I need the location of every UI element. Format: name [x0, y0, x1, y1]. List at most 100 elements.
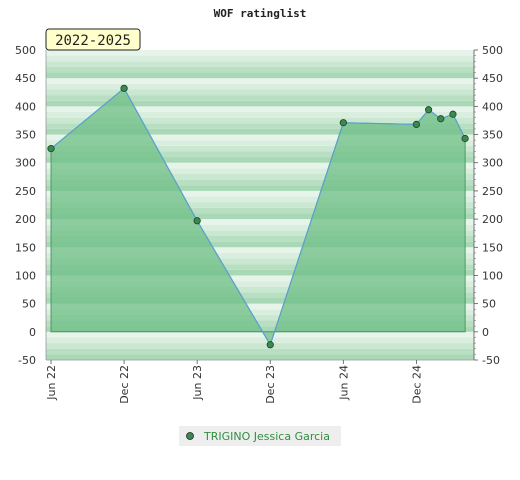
background-band	[46, 354, 474, 360]
background-band	[46, 252, 474, 259]
legend-marker	[186, 432, 194, 440]
background-band	[46, 281, 474, 287]
x-tick-label: Dec 24	[410, 365, 423, 404]
background-band	[46, 269, 474, 276]
background-band	[46, 331, 474, 338]
background-band	[46, 236, 474, 242]
y-tick-label-right: 350	[482, 129, 503, 142]
y-tick-label-left: 500	[15, 44, 36, 57]
background-band	[46, 314, 474, 321]
data-point	[437, 115, 445, 123]
background-band	[46, 275, 474, 282]
legend-box	[179, 426, 341, 446]
legend[interactable]: TRIGINO Jessica Garcia	[179, 426, 341, 446]
background-band	[46, 264, 474, 270]
y-tick-label-right: 250	[482, 185, 503, 198]
plot-background	[46, 50, 474, 360]
y-tick-label-right: 200	[482, 213, 503, 226]
background-band	[46, 134, 474, 141]
axes: -50 -50 0 0 50 50 100 100 150 150 200 200 250 250 300 3…	[15, 44, 503, 404]
background-band	[46, 100, 474, 107]
background-band	[46, 320, 474, 327]
background-band	[46, 117, 474, 124]
data-point	[193, 217, 201, 225]
y-tick-label-left: 100	[15, 269, 36, 282]
background-band	[46, 61, 474, 67]
data-point	[47, 145, 55, 153]
background-band	[46, 292, 474, 298]
background-band	[46, 50, 474, 56]
background-band	[46, 72, 474, 79]
background-band	[46, 123, 474, 129]
data-point	[339, 119, 347, 127]
background-band	[46, 219, 474, 225]
legend-label: TRIGINO Jessica Garcia	[203, 430, 330, 443]
x-tick-label: Dec 22	[118, 365, 131, 404]
background-band	[46, 151, 474, 158]
y-tick-label-left: 300	[15, 157, 36, 170]
background-band	[46, 247, 474, 253]
background-band	[46, 66, 474, 73]
background-band	[46, 337, 474, 344]
y-tick-label-left: 150	[15, 241, 36, 254]
background-band	[46, 224, 474, 231]
chart-title: WOF ratinglist	[214, 7, 307, 20]
background-band	[46, 343, 474, 349]
background-band	[46, 286, 474, 293]
background-band	[46, 78, 474, 84]
points-layer	[47, 84, 469, 349]
background-band	[46, 157, 474, 163]
data-point	[266, 341, 274, 349]
y-tick-label-right: 50	[482, 298, 496, 311]
y-tick-label-right: 0	[482, 326, 489, 339]
data-point	[412, 120, 421, 129]
background-band	[46, 106, 474, 112]
background-band	[46, 348, 474, 355]
y-tick-label-right: 400	[482, 100, 503, 113]
background-band	[46, 213, 474, 220]
x-tick-label: Jun 24	[337, 365, 350, 401]
period-badge-label: 2022-2025	[55, 33, 131, 49]
y-tick-label-left: 250	[15, 185, 36, 198]
background-band	[46, 196, 474, 203]
background-band	[46, 174, 474, 180]
background-band	[46, 309, 474, 315]
data-point	[120, 84, 128, 92]
background-band	[46, 230, 474, 236]
background-band	[46, 202, 474, 208]
data-point	[461, 134, 469, 143]
background-band	[46, 128, 474, 135]
y-tick-label-left: 0	[29, 326, 36, 339]
y-tick-label-left: 400	[15, 100, 36, 113]
background-band	[46, 298, 474, 304]
y-tick-label-left: 200	[15, 213, 36, 226]
y-tick-label-left: 450	[15, 72, 36, 85]
x-tick-label: Jun 23	[191, 365, 204, 401]
background-band	[46, 168, 474, 174]
y-tick-label-left: 350	[15, 129, 36, 142]
x-tick-label: Dec 23	[264, 365, 277, 404]
background-band	[46, 112, 474, 118]
background-band	[46, 162, 474, 169]
background-band	[46, 190, 474, 197]
period-badge: 2022-2025	[45, 28, 141, 51]
y-tick-label-left: -50	[18, 354, 36, 367]
y-tick-label-right: -50	[482, 354, 500, 367]
period-badge-box	[45, 28, 141, 51]
background-band	[46, 258, 474, 265]
background-band	[46, 241, 474, 248]
y-tick-label-right: 500	[482, 44, 503, 57]
y-tick-label-right: 300	[482, 157, 503, 170]
y-tick-label-right: 450	[482, 72, 503, 85]
y-tick-label-right: 150	[482, 241, 503, 254]
y-tick-label-right: 100	[482, 269, 503, 282]
background-band	[46, 140, 474, 146]
data-point	[424, 106, 433, 114]
background-band	[46, 55, 474, 62]
background-band	[46, 89, 474, 96]
background-band	[46, 179, 474, 186]
background-band	[46, 83, 474, 90]
data-point	[449, 110, 457, 118]
background-band	[46, 95, 474, 101]
